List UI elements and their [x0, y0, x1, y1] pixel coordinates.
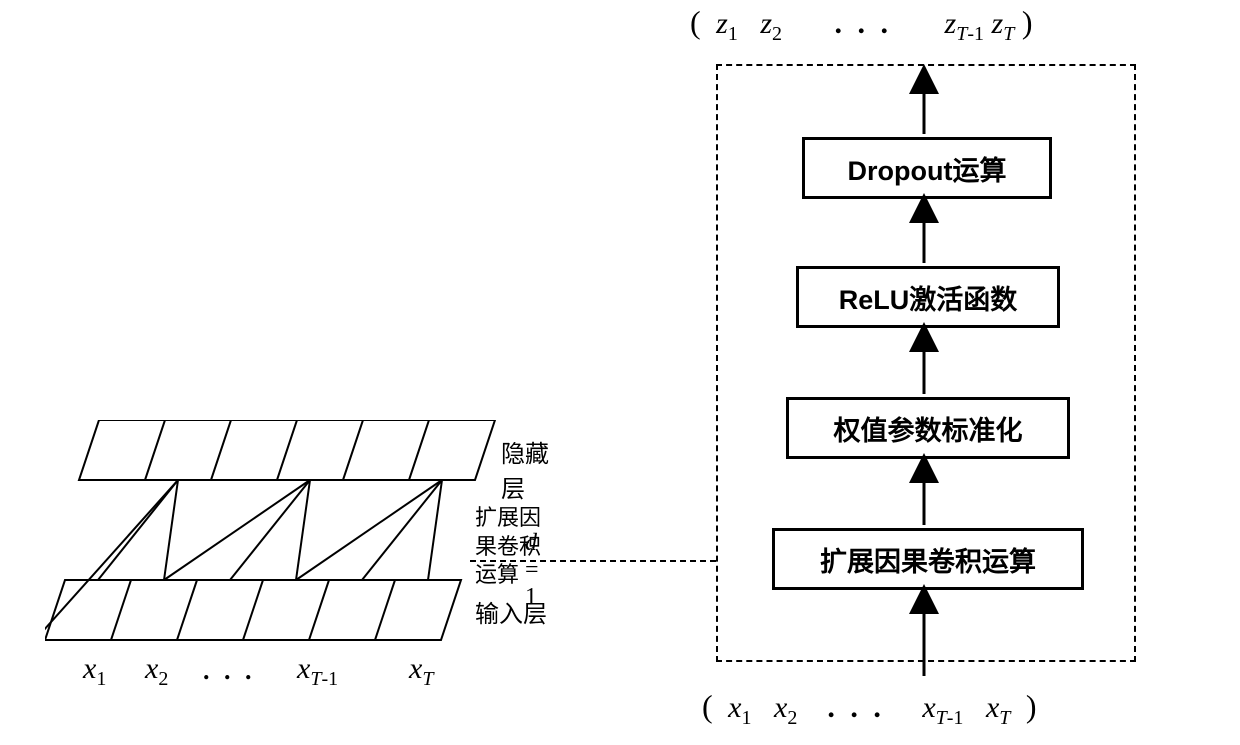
hidden-layer-label: 隐藏层	[501, 434, 555, 504]
diagram-container: 隐藏层 输入层 扩展因果卷积运算 d = 1 x1 x2 . . . xT-1 …	[0, 0, 1240, 745]
x2-label: x2	[145, 652, 168, 691]
d-param-label: d = 1	[525, 530, 555, 611]
arrows-svg	[680, 10, 1180, 730]
d-eq: = 1	[525, 557, 539, 610]
input-tuple: ( x1 x2 . . . xT-1 xT )	[702, 688, 1037, 730]
xT-label: xT	[409, 652, 433, 691]
xTm1-label: xT-1	[297, 652, 338, 691]
x1-label: x1	[83, 652, 106, 691]
x-dots: . . .	[203, 656, 256, 686]
d-var: d	[525, 530, 537, 556]
right-flowchart: ( z1 z2 . . . zT-1 zT ) Dropout运算 ReLU激活…	[680, 10, 1210, 740]
